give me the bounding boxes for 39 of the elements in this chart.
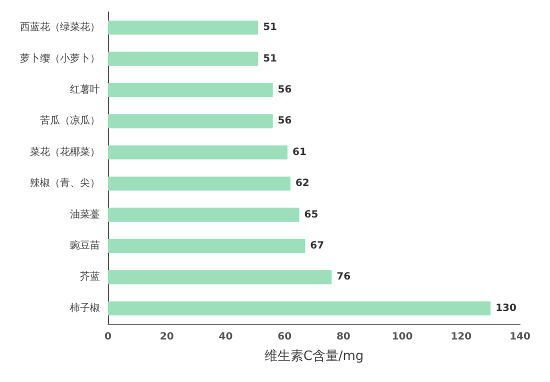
x-tick-label: 120 [450,332,472,342]
data-label: 67 [310,240,324,252]
y-tick-label: 苦瓜（凉瓜） [40,114,100,127]
x-tick-label: 100 [392,332,413,342]
bar [108,301,491,316]
x-tick-label: 20 [160,332,174,342]
data-label: 76 [336,272,351,283]
bar [108,114,273,128]
x-tick-label: 0 [104,332,112,342]
data-label: 56 [278,84,292,96]
bar [108,208,300,222]
data-label: 130 [496,302,516,314]
bar [108,82,273,98]
x-axis-title: 维生素C含量/mg [264,349,364,364]
x-tick-label: 60 [278,332,292,342]
y-tick-label: 芥蓝 [80,270,100,283]
y-tick-label: 柿子椒 [70,302,100,314]
y-tick-label: 油菜薹 [70,208,100,220]
y-tick-label: 萝卜缨（小萝卜） [20,52,100,64]
x-tick-label: 140 [510,332,530,342]
bar [108,176,290,191]
data-label: 51 [263,22,278,34]
bar [108,270,332,284]
data-label: 62 [295,178,310,190]
x-tick-label: 80 [336,332,350,342]
bar [108,20,258,35]
data-label: 56 [278,116,292,127]
data-label: 51 [263,53,278,64]
y-tick-label: 红薯叶 [70,84,100,96]
y-tick-label: 西蓝花（绿菜花） [20,21,100,34]
x-tick-label: 40 [218,332,233,342]
data-label: 65 [304,209,318,220]
y-tick-label: 辣椒（青、尖） [30,177,100,190]
bar [108,238,306,254]
y-tick-label: 豌豆苗 [70,240,100,252]
bar [108,52,258,66]
data-label: 61 [292,146,306,158]
bar [108,145,288,160]
y-tick-label: 菜花（花椰菜） [30,146,100,158]
